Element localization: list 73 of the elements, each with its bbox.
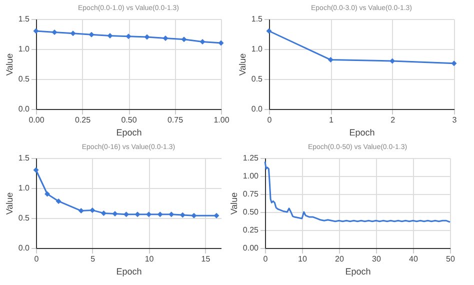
- x-tick-label: 0.75: [167, 116, 184, 124]
- x-tick-label: 30: [372, 254, 382, 264]
- x-tick-label: 10: [144, 254, 154, 264]
- line-series: [264, 160, 451, 223]
- point: [88, 32, 94, 38]
- y-tick-label: 1.5: [18, 154, 30, 162]
- y-tick-label: 0.00: [242, 244, 260, 252]
- point: [70, 30, 76, 36]
- point: [162, 35, 168, 41]
- point: [144, 34, 150, 40]
- point: [451, 60, 457, 66]
- point: [328, 57, 334, 63]
- y-tick-label: 0.0: [251, 104, 264, 114]
- x-tick-label: 3: [452, 116, 458, 124]
- y-tick-label: 0.5: [251, 74, 264, 84]
- y-tick-label: 1.0: [251, 44, 264, 54]
- x-tick-label: 10: [298, 254, 308, 264]
- point: [191, 212, 197, 218]
- point: [33, 28, 39, 34]
- y-tick-label: 0.5: [18, 74, 30, 84]
- y-tick-label: 1.5: [251, 14, 264, 24]
- x-tick-label: 5: [90, 254, 96, 264]
- y-axis-title: Value: [237, 53, 248, 76]
- point: [78, 208, 84, 214]
- point: [124, 212, 129, 218]
- x-tick-label: 15: [201, 254, 211, 264]
- point: [56, 198, 62, 204]
- x-axis-title: Epoch: [116, 128, 142, 138]
- x-axis-title: Epoch: [349, 128, 375, 138]
- y-tick-label: 1.0: [18, 44, 30, 54]
- point: [200, 39, 206, 45]
- y-tick-label: 1.5: [18, 14, 30, 24]
- y-tick-label: 0.5: [18, 214, 30, 222]
- y-tick-label: 0.50: [242, 208, 260, 216]
- y-tick-label: 0.0: [18, 104, 30, 114]
- point: [52, 29, 58, 35]
- point: [44, 191, 50, 197]
- point: [112, 211, 118, 217]
- point: [90, 207, 96, 213]
- x-tick-label: 50: [446, 254, 456, 264]
- point: [181, 36, 187, 42]
- y-axis-title: Value: [228, 192, 239, 215]
- point: [157, 212, 163, 218]
- y-axis-title: Value: [4, 192, 14, 215]
- point: [214, 212, 220, 218]
- x-tick-label: 0.00: [28, 116, 45, 124]
- y-tick-label: 1.0: [18, 184, 30, 192]
- x-tick-label: 0.50: [121, 116, 138, 124]
- x-axis-title: Epoch: [116, 266, 142, 276]
- y-tick-label: 1.25: [242, 154, 260, 162]
- point: [126, 34, 132, 40]
- x-tick-label: 0.25: [74, 116, 92, 124]
- point: [134, 212, 140, 218]
- x-tick-label: 2: [390, 116, 396, 124]
- y-tick-label: 0.0: [18, 244, 30, 252]
- y-tick-label: 1.00: [242, 172, 260, 180]
- point: [100, 210, 106, 216]
- y-tick-label: 0.75: [242, 190, 260, 198]
- point: [266, 28, 272, 34]
- x-tick-label: 20: [335, 254, 344, 264]
- x-tick-label: 1: [328, 116, 334, 124]
- point: [107, 33, 113, 39]
- point: [168, 212, 174, 218]
- point: [218, 40, 224, 46]
- x-tick-label: 0: [34, 254, 40, 264]
- y-tick-label: 0.25: [242, 226, 260, 234]
- x-tick-label: 0: [267, 116, 272, 124]
- x-tick-label: 40: [409, 254, 418, 264]
- point: [33, 167, 39, 173]
- x-tick-label: 1.00: [214, 116, 230, 124]
- x-axis-title: Epoch: [345, 266, 371, 276]
- y-axis-title: Value: [4, 53, 14, 76]
- x-tick-label: 0: [263, 254, 268, 264]
